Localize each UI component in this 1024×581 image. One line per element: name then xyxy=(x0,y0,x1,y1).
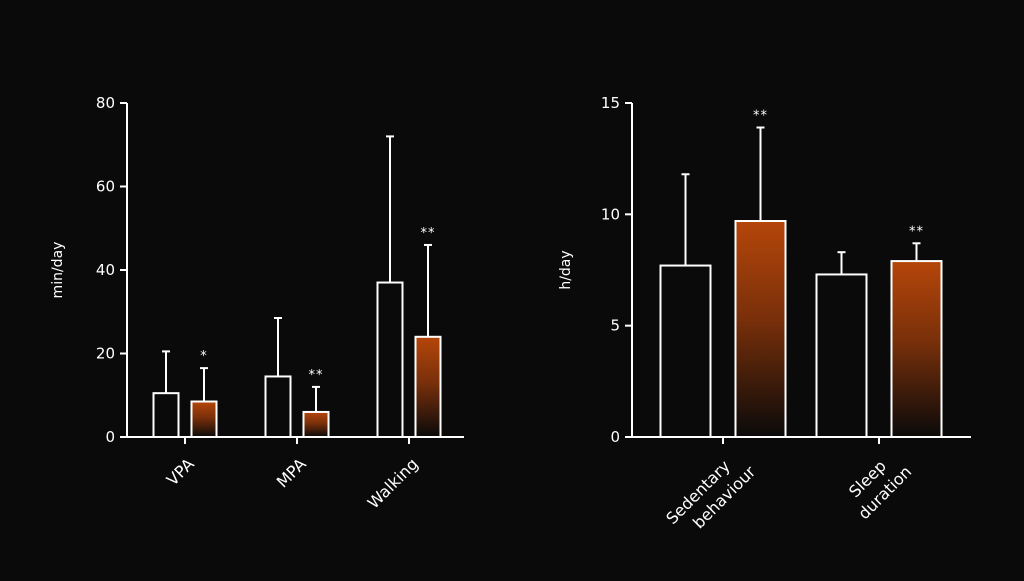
x-tick-label: Walking xyxy=(364,454,422,512)
significance-label: ** xyxy=(753,108,768,123)
significance-label: ** xyxy=(909,224,924,239)
bar xyxy=(890,260,943,438)
bar xyxy=(376,281,404,438)
y-tick-label: 60 xyxy=(96,178,115,196)
y-tick-label: 0 xyxy=(105,428,115,446)
y-tick-label: 15 xyxy=(601,94,620,112)
significance-label: * xyxy=(200,349,208,364)
y-tick-label: 0 xyxy=(610,428,620,446)
bar xyxy=(152,392,180,439)
y-tick-label: 20 xyxy=(96,345,115,363)
bar xyxy=(264,375,292,438)
bar xyxy=(815,273,868,438)
y-tick-label: 40 xyxy=(96,261,115,279)
bar xyxy=(302,410,330,439)
x-tick-label: MPA xyxy=(273,454,310,491)
x-tick-label: Sleepduration xyxy=(839,446,916,523)
bar xyxy=(190,400,218,439)
y-tick-label: 10 xyxy=(601,205,620,223)
bar xyxy=(414,335,442,438)
y-tick-label: 80 xyxy=(96,94,115,112)
x-tick-label: VPA xyxy=(163,454,198,489)
y-axis-title: min/day xyxy=(50,242,66,299)
y-tick-label: 5 xyxy=(610,317,620,335)
significance-label: ** xyxy=(309,368,324,383)
significance-label: ** xyxy=(421,226,436,241)
bar xyxy=(659,264,712,438)
y-axis-title: h/day xyxy=(558,250,574,289)
x-tick-label: Sedentarybehaviour xyxy=(662,446,759,543)
bar xyxy=(734,220,787,438)
